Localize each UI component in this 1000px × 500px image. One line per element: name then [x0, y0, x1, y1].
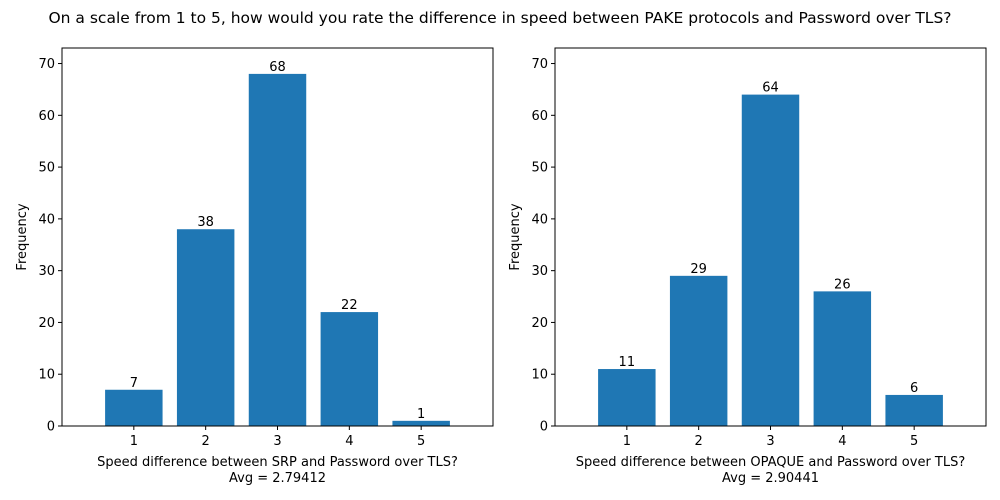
- y-axis-label: Frequency: [508, 203, 523, 270]
- bar-value-label-2: 38: [197, 215, 214, 230]
- bar-value-label-4: 26: [834, 277, 851, 292]
- x-tick-label-2: 2: [695, 434, 703, 449]
- y-tick-label-10: 10: [38, 368, 55, 383]
- bar-value-label-3: 64: [762, 81, 779, 96]
- bar-value-label-5: 6: [910, 381, 918, 396]
- y-tick-label-10: 10: [531, 368, 548, 383]
- y-tick-label-50: 50: [38, 161, 55, 176]
- y-tick-label-20: 20: [531, 316, 548, 331]
- y-tick-label-0: 0: [47, 420, 55, 435]
- bar-1: [598, 369, 656, 426]
- bar-5: [392, 420, 450, 426]
- bar-value-label-3: 68: [269, 60, 286, 75]
- bar-3: [741, 94, 800, 427]
- bar-value-label-1: 11: [619, 355, 636, 370]
- x-axis-label: Speed difference between SRP and Passwor…: [97, 455, 458, 470]
- y-tick-label-30: 30: [38, 264, 55, 279]
- bar-1: [105, 389, 163, 426]
- y-tick-label-20: 20: [38, 316, 55, 331]
- x-tick-label-4: 4: [838, 434, 846, 449]
- x-axis-average-label: Avg = 2.79412: [229, 471, 326, 486]
- x-tick-label-5: 5: [417, 434, 425, 449]
- y-tick-label-40: 40: [38, 212, 55, 227]
- x-axis-average-label: Avg = 2.90441: [722, 471, 819, 486]
- bar-4: [320, 312, 379, 426]
- x-tick-label-1: 1: [623, 434, 631, 449]
- y-tick-label-60: 60: [531, 109, 548, 124]
- x-tick-label-3: 3: [273, 434, 281, 449]
- bar-2: [669, 275, 728, 426]
- y-tick-label-70: 70: [531, 57, 548, 72]
- bar-value-label-1: 7: [130, 376, 138, 391]
- bar-5: [885, 394, 943, 426]
- bar-value-label-2: 29: [690, 262, 707, 277]
- y-tick-label-60: 60: [38, 109, 55, 124]
- y-tick-label-70: 70: [38, 57, 55, 72]
- y-axis-label: Frequency: [15, 203, 30, 270]
- bar-3: [248, 73, 307, 426]
- figure-title: On a scale from 1 to 5, how would you ra…: [48, 9, 952, 27]
- bar-value-label-4: 22: [341, 298, 358, 313]
- bar-4: [813, 291, 872, 426]
- y-tick-label-40: 40: [531, 212, 548, 227]
- x-tick-label-4: 4: [345, 434, 353, 449]
- bar-value-label-5: 1: [417, 407, 425, 422]
- x-tick-label-5: 5: [910, 434, 918, 449]
- bar-2: [176, 229, 235, 426]
- x-tick-label-2: 2: [202, 434, 210, 449]
- y-tick-label-30: 30: [531, 264, 548, 279]
- y-tick-label-0: 0: [540, 420, 548, 435]
- x-tick-label-1: 1: [130, 434, 138, 449]
- y-tick-label-50: 50: [531, 161, 548, 176]
- x-axis-label: Speed difference between OPAQUE and Pass…: [576, 455, 966, 470]
- x-tick-label-3: 3: [766, 434, 774, 449]
